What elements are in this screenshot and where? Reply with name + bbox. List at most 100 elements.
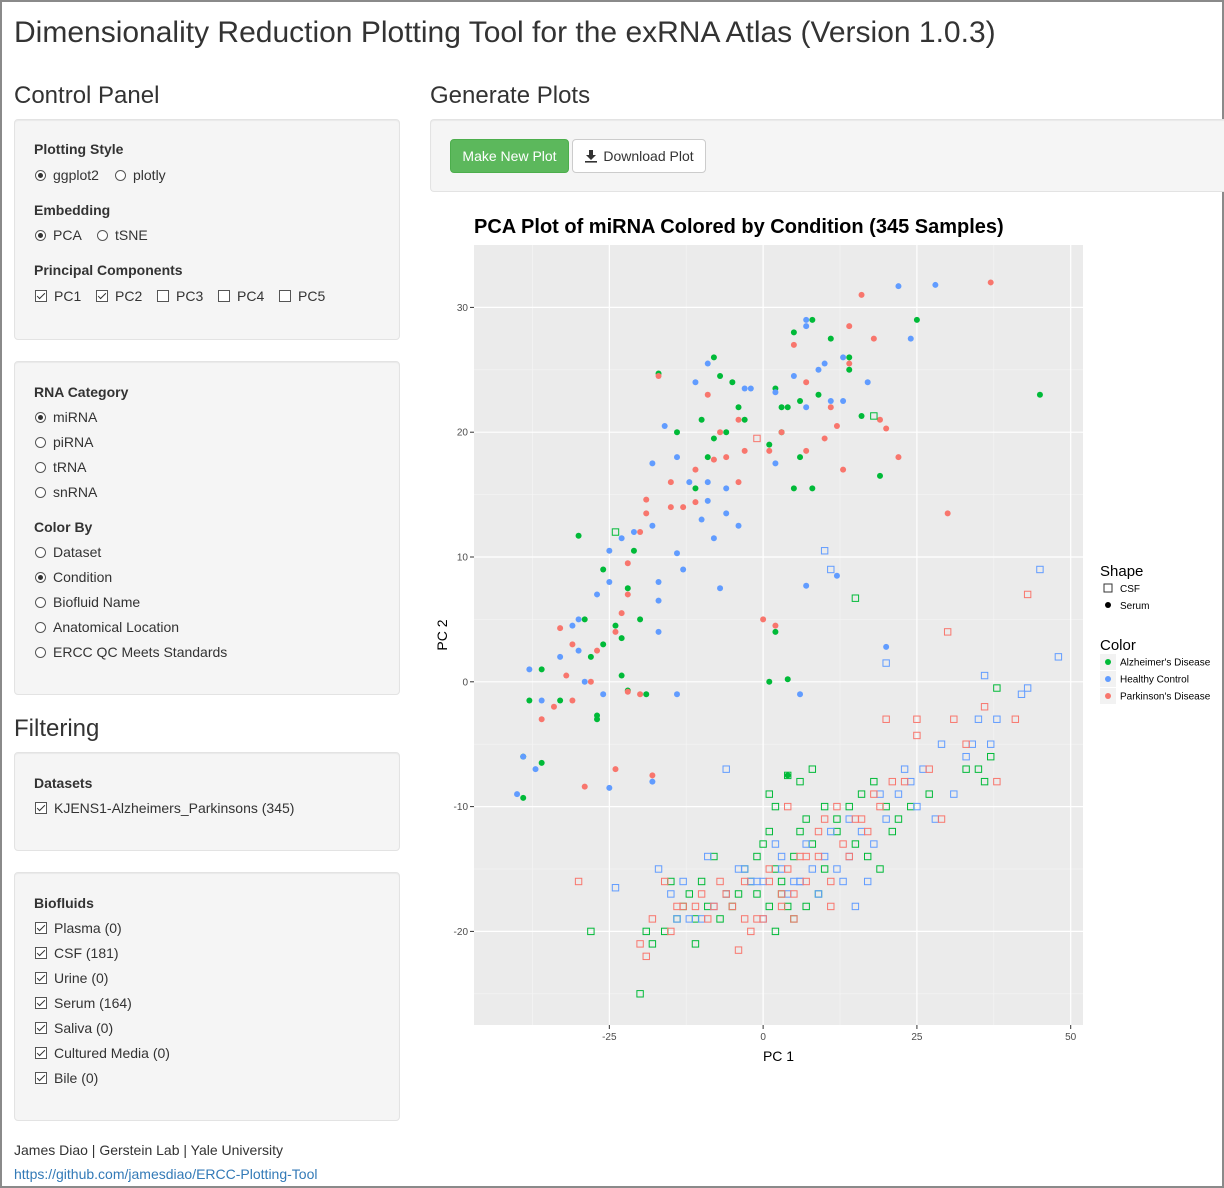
data-point xyxy=(538,759,545,766)
data-point xyxy=(937,740,946,748)
radio-plotly[interactable]: plotly xyxy=(115,167,166,183)
y-tick-label: -10 xyxy=(454,802,469,813)
checkbox-indicator[interactable] xyxy=(35,972,47,984)
checkbox-indicator[interactable] xyxy=(35,1072,47,1084)
checkbox-saliva[interactable]: Saliva (0) xyxy=(35,1020,113,1036)
data-point xyxy=(698,416,705,423)
data-point xyxy=(846,360,853,367)
checkbox-indicator[interactable] xyxy=(35,947,47,959)
checkbox-pc5[interactable]: PC5 xyxy=(279,288,325,304)
data-point xyxy=(526,697,533,704)
data-point xyxy=(674,454,680,461)
datasets-well: Datasets KJENS1-Alzheimers_Parkinsons (3… xyxy=(14,752,400,851)
radio-trna[interactable]: tRNA xyxy=(35,459,86,475)
data-point xyxy=(790,890,798,898)
data-point xyxy=(993,684,1001,692)
checkbox-indicator[interactable] xyxy=(279,290,291,302)
checkbox-indicator[interactable] xyxy=(35,1022,47,1034)
radio-indicator[interactable] xyxy=(35,169,46,181)
radio-indicator[interactable] xyxy=(35,436,46,448)
checkbox-urine[interactable]: Urine (0) xyxy=(35,970,108,986)
radio-indicator[interactable] xyxy=(97,229,108,241)
data-point xyxy=(802,877,810,886)
checkbox-pc4[interactable]: PC4 xyxy=(218,288,264,304)
data-point xyxy=(514,791,521,798)
checkbox-indicator[interactable] xyxy=(35,802,47,814)
github-link[interactable]: https://github.com/jamesdiao/ERCC-Plotti… xyxy=(14,1166,318,1182)
make-new-plot-button[interactable]: Make New Plot xyxy=(450,139,569,173)
checkbox-bile[interactable]: Bile (0) xyxy=(35,1070,98,1086)
radio-indicator[interactable] xyxy=(35,646,46,658)
checkbox-pc3[interactable]: PC3 xyxy=(157,288,203,304)
data-point xyxy=(777,902,786,911)
data-point xyxy=(993,715,1001,723)
data-point xyxy=(765,877,773,886)
checkbox-indicator[interactable] xyxy=(35,997,47,1009)
data-point xyxy=(827,335,834,342)
radio-pca[interactable]: PCA xyxy=(35,227,82,243)
radio-ggplot2[interactable]: ggplot2 xyxy=(35,167,99,183)
checkbox-dataset-kjens1[interactable]: KJENS1-Alzheimers_Parkinsons (345) xyxy=(35,800,294,816)
radio-ercc-qc[interactable]: ERCC QC Meets Standards xyxy=(35,644,227,660)
radio-pirna[interactable]: piRNA xyxy=(35,434,93,450)
data-point xyxy=(643,510,650,517)
data-point xyxy=(944,510,951,517)
data-point xyxy=(557,653,564,660)
checkbox-indicator[interactable] xyxy=(157,290,169,302)
radio-tsne[interactable]: tSNE xyxy=(97,227,148,243)
data-point xyxy=(557,697,564,704)
data-point xyxy=(685,915,694,923)
data-point xyxy=(772,622,779,629)
checkbox-pc2[interactable]: PC2 xyxy=(96,288,142,304)
radio-biofluid-name[interactable]: Biofluid Name xyxy=(35,594,140,610)
radio-dataset[interactable]: Dataset xyxy=(35,544,101,560)
checkbox-indicator[interactable] xyxy=(35,290,47,302)
data-point xyxy=(612,622,619,629)
data-point xyxy=(858,291,865,298)
radio-condition[interactable]: Condition xyxy=(35,569,112,585)
legend-label-color: Parkinson's Disease xyxy=(1120,692,1211,703)
data-point xyxy=(667,479,674,486)
radio-indicator[interactable] xyxy=(35,546,46,558)
data-point xyxy=(710,456,717,463)
data-point xyxy=(870,412,878,420)
data-point xyxy=(575,647,582,654)
download-plot-button[interactable]: Download Plot xyxy=(572,139,706,173)
data-point xyxy=(803,316,810,323)
checkbox-plasma[interactable]: Plasma (0) xyxy=(35,920,122,936)
radio-snrna[interactable]: snRNA xyxy=(35,484,97,500)
radio-indicator[interactable] xyxy=(35,621,46,633)
y-tick-label: 10 xyxy=(457,553,469,564)
radio-anatomical-location[interactable]: Anatomical Location xyxy=(35,619,179,635)
checkbox-cultured-media[interactable]: Cultured Media (0) xyxy=(35,1045,170,1061)
data-point xyxy=(882,659,890,667)
radio-indicator[interactable] xyxy=(35,596,46,608)
data-point xyxy=(827,877,835,886)
data-point xyxy=(820,802,829,811)
radio-indicator[interactable] xyxy=(35,229,46,241)
data-point xyxy=(557,625,564,632)
checkbox-csf[interactable]: CSF (181) xyxy=(35,945,119,961)
checkbox-indicator[interactable] xyxy=(96,290,108,302)
radio-indicator[interactable] xyxy=(35,571,46,583)
radio-mirna[interactable]: miRNA xyxy=(35,409,97,425)
checkbox-indicator[interactable] xyxy=(35,922,47,934)
data-point xyxy=(833,572,840,579)
radio-indicator[interactable] xyxy=(115,169,126,181)
data-point xyxy=(895,283,902,290)
data-point xyxy=(851,840,860,848)
radio-indicator[interactable] xyxy=(35,461,46,473)
radio-indicator[interactable] xyxy=(35,486,46,498)
data-point xyxy=(840,354,847,361)
checkbox-indicator[interactable] xyxy=(35,1047,47,1059)
data-point xyxy=(673,915,681,923)
checkbox-serum[interactable]: Serum (164) xyxy=(35,995,132,1011)
data-point xyxy=(827,404,834,411)
data-point xyxy=(624,688,631,695)
data-point xyxy=(741,416,748,423)
checkbox-pc1[interactable]: PC1 xyxy=(35,288,81,304)
data-point xyxy=(759,840,767,848)
radio-indicator[interactable] xyxy=(35,411,46,423)
data-point xyxy=(612,766,619,773)
checkbox-indicator[interactable] xyxy=(218,290,230,302)
